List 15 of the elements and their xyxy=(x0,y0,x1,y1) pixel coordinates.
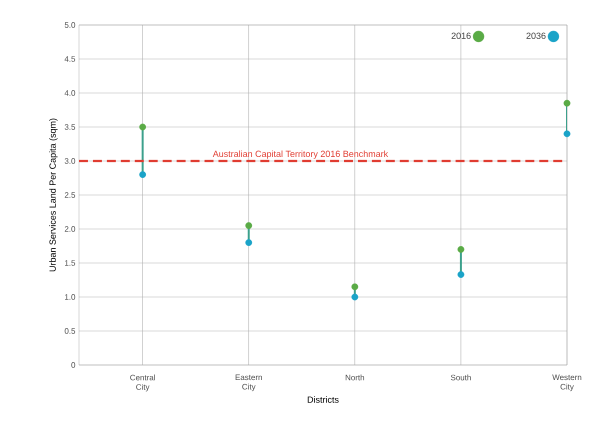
x-axis-title: Districts xyxy=(308,396,339,403)
point xyxy=(245,222,252,229)
point xyxy=(351,294,358,300)
point xyxy=(564,130,570,138)
point xyxy=(458,271,464,278)
point xyxy=(458,246,464,253)
point xyxy=(139,171,146,178)
point xyxy=(139,124,146,130)
legend-label: 2036 xyxy=(526,32,546,39)
point xyxy=(245,239,252,246)
legend-label: 2016 xyxy=(452,32,471,39)
point xyxy=(564,100,570,107)
ref-line-label: Australian Capital Territory 2016 Benchmark xyxy=(212,150,388,159)
y-axis-title: Urban Services Land Per Capita (sqm) xyxy=(49,118,58,272)
point xyxy=(351,283,358,290)
